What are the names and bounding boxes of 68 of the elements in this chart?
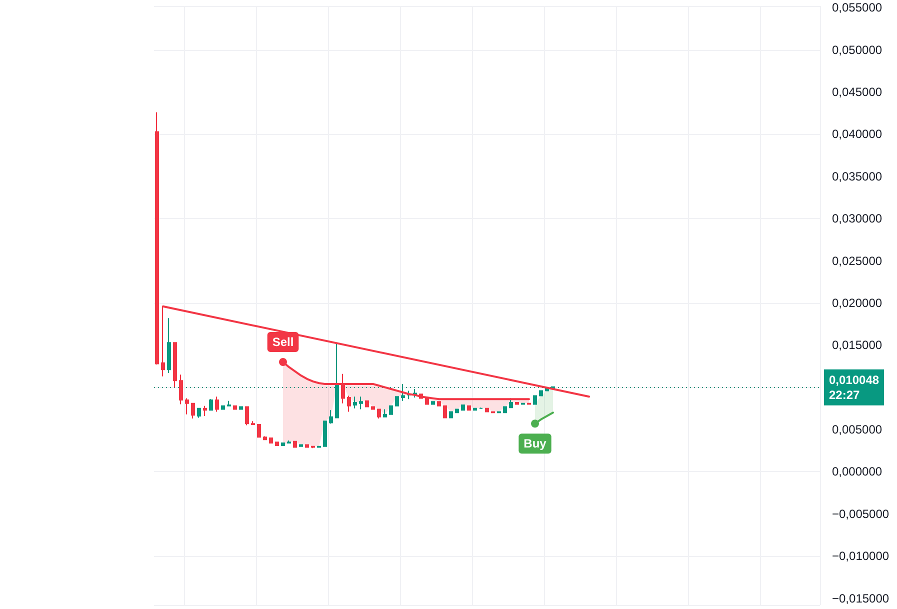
y-tick-label: −0,010000 <box>832 549 890 564</box>
candlestick <box>179 374 183 405</box>
candlestick <box>371 406 375 410</box>
candlestick <box>197 408 201 418</box>
candlestick <box>293 440 297 448</box>
candlestick <box>443 405 447 418</box>
y-tick-label: 0,045000 <box>832 85 882 100</box>
candlestick <box>239 406 243 410</box>
candlestick <box>395 396 399 406</box>
candlestick <box>449 411 453 418</box>
candlestick <box>209 398 213 411</box>
candlestick <box>203 405 207 417</box>
candlestick <box>311 446 315 449</box>
candlestick <box>347 395 351 412</box>
candlestick <box>305 444 309 448</box>
candlestick <box>353 396 357 409</box>
y-tick-label: −0,015000 <box>832 591 890 606</box>
candlestick <box>323 420 327 447</box>
candlestick <box>455 408 459 414</box>
candlestick <box>329 410 333 424</box>
candlestick <box>401 383 405 402</box>
candlestick <box>383 408 387 418</box>
candlestick <box>431 401 435 405</box>
candlestick <box>473 408 477 411</box>
candlestick <box>509 398 513 408</box>
candlestick <box>263 436 267 440</box>
series-label: Buy <box>524 436 547 451</box>
candlestick <box>191 402 195 420</box>
y-tick-label: 0,015000 <box>832 338 882 352</box>
y-tick-label: 0,050000 <box>832 42 882 57</box>
candlestick <box>173 342 177 388</box>
y-tick-label: −0,005000 <box>832 506 890 521</box>
candlestick <box>389 405 393 415</box>
candlestick <box>533 395 537 405</box>
candlestick <box>281 442 285 446</box>
candlestick <box>299 444 303 447</box>
candlestick <box>539 390 543 396</box>
y-tick-label: 0,020000 <box>832 296 882 310</box>
candlestick <box>233 405 237 410</box>
candlestick <box>365 400 369 408</box>
y-tick-label: 0,025000 <box>832 254 882 268</box>
candlestick <box>275 442 279 446</box>
candlestick <box>461 404 465 411</box>
candlestick <box>269 437 273 444</box>
y-tick-label: 0,030000 <box>832 212 882 226</box>
candlestick <box>287 440 291 444</box>
y-tick-label: 0,040000 <box>832 127 882 142</box>
candlestick <box>155 112 159 366</box>
candlestick <box>167 318 171 374</box>
ref-line-label: 0,010048 22:27 <box>829 372 880 402</box>
y-tick-label: 0,000000 <box>832 464 882 479</box>
candlestick <box>257 424 261 438</box>
series-label: Sell <box>272 335 294 350</box>
candlestick <box>467 405 471 411</box>
y-tick-label: 0,035000 <box>832 169 882 184</box>
y-tick-label: 0,055000 <box>832 0 882 15</box>
y-tick-label: 0,005000 <box>832 422 882 437</box>
candlestick <box>215 396 219 412</box>
candlestick <box>359 396 363 410</box>
candlestick <box>503 406 507 414</box>
candlestick <box>227 400 231 406</box>
candlestick <box>485 408 489 412</box>
candlestick <box>251 420 255 425</box>
candlestick <box>515 402 519 405</box>
candlestick <box>221 405 225 410</box>
candlestick <box>377 408 381 420</box>
candlestick <box>185 398 189 415</box>
candlestick <box>245 406 249 426</box>
